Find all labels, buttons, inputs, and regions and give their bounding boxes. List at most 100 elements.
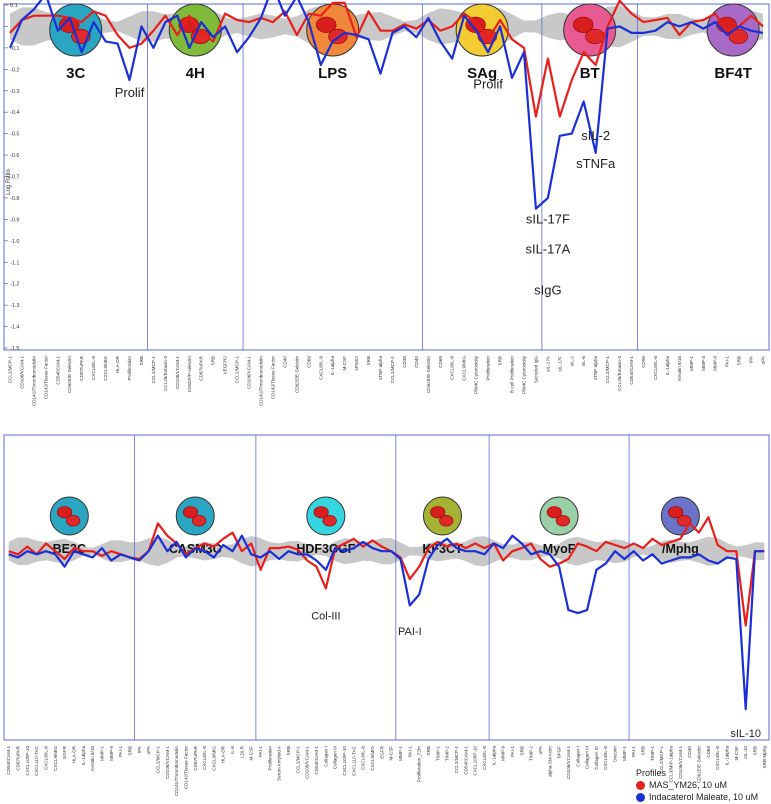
x-tick-label: B cell Proliferation — [510, 356, 515, 393]
cell-shape — [316, 16, 337, 33]
x-tick-label: CD87/uPAR — [199, 355, 204, 380]
chart-row-1: 0.10-0.1-0.2-0.3-0.4-0.5-0.6-0.7-0.8-0.9… — [3, 0, 770, 406]
myofibroblast-cells-icon — [539, 496, 579, 536]
y-tick-label: -1.1 — [10, 260, 19, 266]
annotation-label: sIL-10 — [730, 728, 761, 740]
x-tick-label: CCL2/MCP-1 — [7, 356, 12, 384]
annotation-label: sIL-17F — [526, 212, 570, 227]
x-tick-label: Keratin 8/18 — [90, 746, 95, 771]
x-tick-label: CCL2/MCP-1 — [659, 746, 664, 774]
x-tick-label: PBMC Cytotoxicity — [521, 355, 526, 394]
x-tick-label: SRB — [366, 356, 371, 365]
x-tick-label: sTNF-alpha — [378, 356, 383, 380]
x-tick-label: Collagen III — [333, 746, 338, 769]
x-tick-label: MMP-1 — [689, 356, 694, 371]
legend-label: Indacaterol Maleate, 10 uM — [649, 792, 759, 802]
x-tick-label: CD142/Tissue Factor — [43, 356, 48, 400]
x-tick-label: Decorin — [613, 746, 618, 762]
legend: Profiles MAS_YM26, 10 uM Indacaterol Mal… — [636, 768, 758, 803]
y-tick-label: 0.1 — [10, 3, 18, 9]
x-tick-label: uPA — [761, 355, 766, 364]
x-tick-label: CXCL10/IP-10 — [473, 746, 478, 776]
x-tick-label: Collagen III — [585, 746, 590, 769]
y-tick-label: -1.4 — [10, 325, 19, 331]
cell-shape — [57, 506, 73, 519]
x-tick-label: TIMP-2 — [529, 746, 534, 762]
x-tick-label: sTNF-alpha — [593, 356, 598, 380]
x-tick-label: sIL-17F — [557, 356, 562, 372]
x-tick-label: CD69 — [438, 356, 443, 368]
x-tick-label: Proliferation — [127, 356, 132, 381]
x-tick-label: IL-1alpha — [725, 746, 730, 766]
annotation-label: sIgG — [534, 282, 561, 297]
y-tick-label: -0.9 — [10, 217, 19, 223]
x-tick-label: CXCL9/MIG — [103, 356, 108, 381]
x-tick-label: Keratin 8/18 — [677, 356, 682, 381]
x-tick-label: CD141/Thrombomodulin — [258, 356, 263, 406]
x-tick-label: sIL-2 — [569, 356, 574, 367]
x-tick-label: CCL2/MCP-1 — [155, 746, 160, 774]
y-tick-label: -0.3 — [10, 89, 19, 95]
x-tick-label: CD40 — [282, 356, 287, 368]
x-tick-label: IL-1alpha — [665, 356, 670, 376]
x-tick-label: EGFR — [62, 745, 67, 758]
x-tick-label: CXCL10/IP-10 — [342, 746, 347, 776]
y-tick-label: -0.5 — [10, 132, 19, 138]
x-tick-label: CD62E/E-Selectin — [294, 356, 299, 393]
x-tick-label: CD106/VCAM-1 — [175, 356, 180, 389]
x-tick-label: TIMP-1 — [650, 746, 655, 762]
x-tick-label: CCL2/MCP-1 — [605, 356, 610, 384]
x-tick-label: CXCL8/IL-8 — [202, 746, 207, 770]
x-tick-label: Secreted IgG — [533, 356, 538, 383]
x-tick-label: tPA — [137, 745, 142, 753]
x-tick-label: Proliferation — [267, 746, 272, 771]
smooth-muscle-cells-icon — [175, 496, 215, 536]
x-tick-label: CCL2/MCP-1 — [295, 746, 300, 774]
x-tick-label: HLA-DR — [115, 355, 120, 373]
x-tick-label: CD106/VCAM-1 — [247, 356, 252, 389]
x-tick-label: VEGFR2 — [223, 356, 228, 375]
x-tick-label: MMP-1 — [398, 746, 403, 761]
panel-label-lps: LPS — [318, 65, 347, 82]
fibroblast-cells-icon — [306, 496, 346, 536]
x-tick-label: CD69 — [706, 746, 711, 758]
plot-frame — [3, 434, 770, 741]
x-tick-label: SRB — [426, 746, 431, 755]
x-tick-label: CXCL8/IL-8 — [318, 356, 323, 380]
x-tick-label: sIL-10 — [743, 746, 748, 759]
x-tick-label: CD87/uPAR — [15, 745, 20, 770]
x-tick-label: CD62E/E-Selectin — [67, 356, 72, 393]
x-tick-label: Collagen I — [323, 746, 328, 767]
x-tick-label: IL-6 — [230, 746, 235, 754]
cell-shape — [677, 515, 692, 527]
plot-frame — [3, 3, 770, 351]
x-tick-label: CD54/ICAM-1 — [314, 746, 319, 775]
cell-shape — [65, 515, 81, 527]
x-tick-label: CD87/uPAR — [193, 745, 198, 770]
x-tick-label: IL-1alpha — [491, 746, 496, 766]
panel-label-bt: BT — [580, 65, 600, 82]
x-tick-label: uPA — [146, 745, 151, 754]
legend-label: MAS_YM26, 10 uM — [649, 780, 728, 790]
cell-shape — [585, 28, 605, 45]
cell-shape — [430, 506, 446, 519]
x-tick-label: CD62E/E-Selectin — [426, 356, 431, 393]
x-tick-label: CXCL8/IL-8 — [43, 746, 48, 770]
x-tick-label: sIL-6 — [581, 356, 586, 367]
x-tick-label: CD69 — [306, 356, 311, 368]
x-tick-label: MMP-1 — [622, 746, 627, 761]
x-tick-label: Collagen I — [575, 746, 580, 767]
series-line-red — [9, 0, 764, 118]
annotation-label: Prolif — [473, 77, 503, 92]
cell-shape — [313, 506, 329, 519]
annotation-label: sIL-2 — [581, 128, 610, 143]
legend-title: Profiles — [636, 768, 667, 778]
x-tick-label: CCL26/Eotaxin-3 — [163, 356, 168, 391]
x-tick-label: CD40 — [687, 746, 692, 758]
panel-label-mphg: /Mphg — [662, 542, 699, 556]
cell-shape — [546, 506, 562, 519]
x-tick-label: CXCL8/IL-8 — [653, 356, 658, 380]
x-tick-label: CXCL9/MIG — [211, 746, 216, 771]
x-tick-label: CXCL9/MIG — [370, 746, 375, 771]
